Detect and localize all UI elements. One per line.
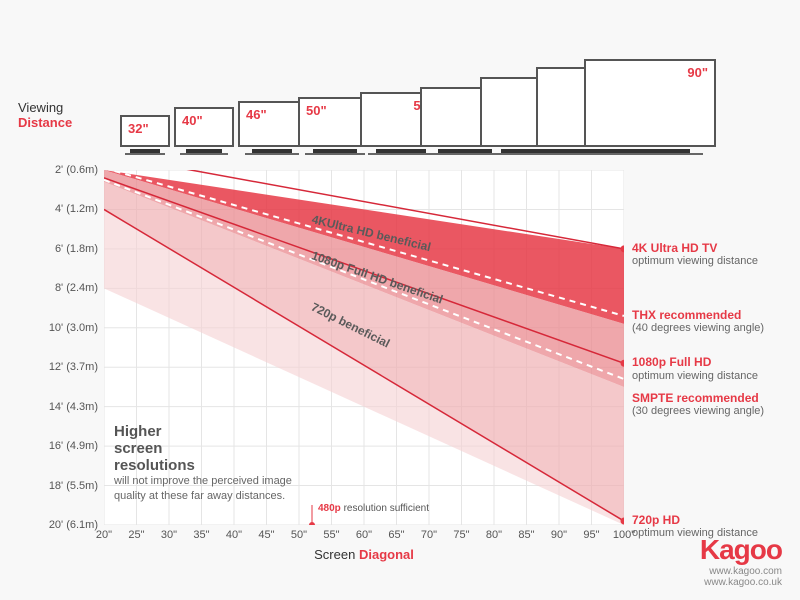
x-tick: 90": [551, 529, 567, 541]
tv-size-label: 46": [246, 107, 267, 122]
y-tick: 10' (3.0m): [49, 322, 98, 334]
x-tick: 20": [96, 529, 112, 541]
y-tick: 14' (4.3m): [49, 401, 98, 413]
tv-size-label: 50": [306, 103, 327, 118]
higher-res-note: Higherscreenresolutions will not improve…: [114, 423, 304, 503]
brand-url-1: www.kagoo.com: [700, 566, 782, 577]
x-tick: 80": [486, 529, 502, 541]
right-label-column: 4K Ultra HD TVoptimum viewing distance TH…: [632, 170, 792, 525]
right-label-smpte-recommended: SMPTE recommended(30 degrees viewing ang…: [632, 391, 764, 419]
tv-size-label: 32": [128, 121, 149, 136]
brand-name: Kagoo: [700, 534, 782, 566]
callout-480-dot: [309, 522, 315, 525]
right-label-4k-ultra-hd-tv: 4K Ultra HD TVoptimum viewing distance: [632, 241, 758, 269]
x-tick: 45": [258, 529, 274, 541]
tv-size-32: 32": [120, 115, 170, 155]
x-tick: 75": [453, 529, 469, 541]
y-tick: 8' (2.4m): [55, 282, 98, 294]
right-label-1080p-full-hd: 1080p Full HDoptimum viewing distance: [632, 355, 758, 383]
x-tick: 85": [518, 529, 534, 541]
x-tick: 25": [128, 529, 144, 541]
y-axis-title-line1: Viewing: [18, 100, 72, 115]
brand-logo: Kagoo www.kagoo.com www.kagoo.co.uk: [700, 534, 782, 588]
y-tick: 12' (3.7m): [49, 361, 98, 373]
brand-name-text: Kagoo: [700, 534, 782, 565]
y-axis-title: Viewing Distance: [18, 100, 72, 130]
y-tick: 4' (1.2m): [55, 203, 98, 215]
x-tick: 55": [323, 529, 339, 541]
x-tick: 50": [291, 529, 307, 541]
brand-url-2: www.kagoo.co.uk: [700, 577, 782, 588]
tv-size-label: 90": [687, 65, 708, 80]
x-axis-title-word1: Screen: [314, 547, 355, 562]
x-axis-title: Screen Diagonal: [314, 547, 414, 562]
y-tick: 16' (4.9m): [49, 440, 98, 452]
higher-res-body: will not improve the perceived image qua…: [114, 474, 304, 503]
tv-size-label: 40": [182, 113, 203, 128]
x-tick: 95": [583, 529, 599, 541]
tv-size-40: 40": [174, 107, 234, 155]
y-tick: 6' (1.8m): [55, 243, 98, 255]
viewing-distance-chart: Higherscreenresolutions will not improve…: [104, 170, 624, 525]
x-tick: 30": [161, 529, 177, 541]
higher-res-header: Higherscreenresolutions: [114, 423, 304, 475]
tv-size-46: 46": [238, 101, 306, 155]
right-label-thx-recommended: THX recommended(40 degrees viewing angle…: [632, 308, 764, 336]
x-tick: 60": [356, 529, 372, 541]
x-tick: 65": [388, 529, 404, 541]
y-axis-title-line2: Distance: [18, 115, 72, 130]
x-tick: 70": [421, 529, 437, 541]
x-tick: 40": [226, 529, 242, 541]
y-tick: 20' (6.1m): [49, 519, 98, 531]
callout-480p: 480p resolution sufficient: [318, 503, 429, 514]
x-axis-title-word2: Diagonal: [359, 547, 414, 562]
tv-size-90: 90": [584, 59, 716, 155]
x-tick: 35": [193, 529, 209, 541]
y-tick: 18' (5.5m): [49, 480, 98, 492]
tv-size-row: 32"40"46"50"55"60"70"80"90": [120, 25, 680, 155]
y-tick: 2' (0.6m): [55, 164, 98, 176]
